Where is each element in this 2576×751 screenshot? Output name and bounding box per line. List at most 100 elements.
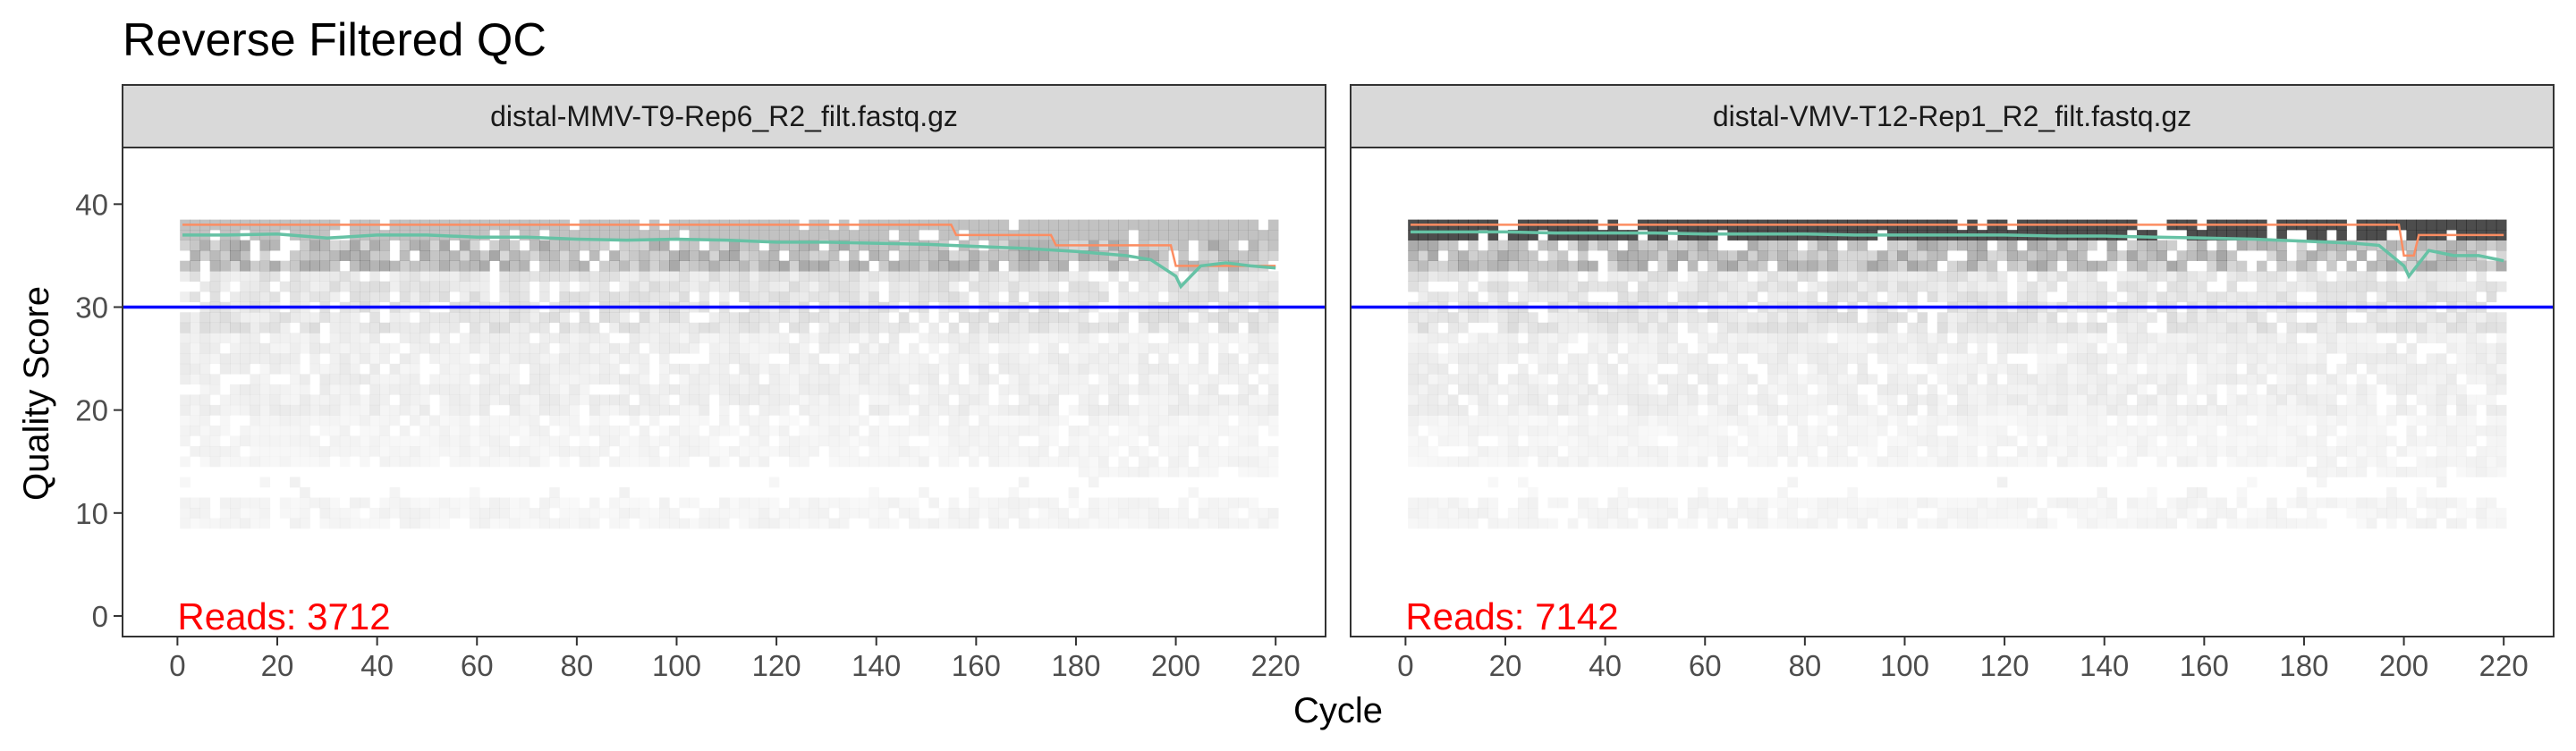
heatmap-cell: [300, 271, 310, 283]
heatmap-cell: [1757, 508, 1768, 519]
heatmap-cell: [389, 415, 401, 426]
heatmap-cell: [509, 384, 521, 395]
heatmap-cell: [589, 497, 600, 509]
heatmap-cell: [2306, 260, 2318, 272]
heatmap-cell: [279, 394, 291, 406]
heatmap-cell: [1737, 363, 1749, 375]
heatmap-cell: [1697, 271, 1708, 283]
heatmap-cell: [1757, 322, 1768, 333]
heatmap-cell: [2326, 456, 2337, 468]
heatmap-cell: [2316, 445, 2327, 457]
heatmap-cell: [419, 435, 430, 446]
heatmap-cell: [559, 291, 570, 303]
heatmap-cell: [279, 353, 291, 365]
heatmap-cell: [2237, 435, 2248, 446]
heatmap-cell: [948, 518, 960, 529]
heatmap-cell: [1148, 497, 1159, 509]
heatmap-cell: [1767, 498, 1778, 509]
heatmap-cell: [269, 312, 281, 324]
heatmap-cell: [958, 508, 970, 519]
heatmap-cell: [449, 322, 461, 333]
heatmap-cell: [759, 498, 770, 509]
heatmap-cell: [2236, 260, 2248, 272]
heatmap-cell: [1068, 342, 1080, 354]
heatmap-cell: [2406, 446, 2417, 457]
heatmap-cell: [1547, 435, 1558, 446]
heatmap-cell: [1228, 404, 1239, 416]
heatmap-cell: [2197, 456, 2207, 467]
heatmap-cell: [1418, 353, 1429, 365]
heatmap-cell: [1927, 445, 1938, 457]
heatmap-cell: [1637, 322, 1648, 333]
heatmap-cell: [919, 404, 929, 416]
heatmap-cell: [1478, 281, 1488, 292]
heatmap-cell: [739, 363, 750, 375]
heatmap-cell: [1048, 312, 1059, 324]
heatmap-cell: [2226, 384, 2238, 395]
heatmap-cell: [1457, 456, 1469, 468]
heatmap-cell: [729, 426, 740, 436]
heatmap-cell: [648, 445, 660, 457]
heatmap-cell: [1108, 508, 1119, 519]
heatmap-cell: [419, 271, 430, 283]
heatmap-cell: [369, 519, 380, 529]
heatmap-cell: [1648, 404, 1658, 416]
heatmap-cell: [859, 363, 869, 375]
heatmap-cell: [1468, 260, 1479, 272]
heatmap-cell: [1198, 250, 1209, 261]
heatmap-cell: [1208, 394, 1219, 406]
heatmap-cell: [1038, 291, 1049, 303]
heatmap-cell: [718, 240, 730, 251]
heatmap-cell: [1198, 394, 1209, 406]
heatmap-cell: [1897, 374, 1908, 385]
heatmap-cell: [1957, 404, 1968, 416]
heatmap-cell: [2346, 498, 2357, 509]
heatmap-cell: [749, 363, 760, 375]
heatmap-cell: [708, 384, 720, 395]
heatmap-cell: [838, 394, 850, 406]
heatmap-cell: [240, 404, 250, 416]
heatmap-cell: [519, 230, 530, 240]
heatmap-cell: [1677, 404, 1689, 416]
heatmap-cell: [2027, 291, 2038, 303]
heatmap-cell: [190, 374, 201, 385]
heatmap-cell: [2306, 404, 2318, 416]
heatmap-cell: [1767, 322, 1778, 333]
heatmap-cell: [240, 394, 250, 406]
heatmap-cell: [1457, 312, 1469, 324]
heatmap-cell: [1418, 281, 1429, 292]
heatmap-cell: [1627, 497, 1639, 509]
heatmap-cell: [1528, 342, 1538, 354]
heatmap-cell: [1148, 404, 1159, 416]
heatmap-cell: [639, 404, 650, 416]
heatmap-cell: [2136, 374, 2148, 385]
heatmap-cell: [2417, 446, 2428, 457]
heatmap-cell: [289, 342, 301, 354]
heatmap-cell: [1617, 271, 1629, 283]
heatmap-cell: [539, 271, 550, 283]
heatmap-cell: [648, 333, 660, 344]
heatmap-cell: [998, 342, 1010, 354]
heatmap-cell: [669, 446, 680, 457]
heatmap-cell: [2267, 333, 2277, 344]
heatmap-cell: [2346, 271, 2358, 283]
heatmap-cell: [1936, 394, 1948, 406]
heatmap-cell: [2236, 425, 2248, 436]
heatmap-cell: [1457, 363, 1469, 375]
heatmap-cell: [898, 404, 910, 416]
heatmap-cell: [849, 425, 860, 436]
heatmap-cell: [1557, 333, 1569, 344]
heatmap-cell: [749, 250, 760, 261]
heatmap-cell: [1438, 456, 1449, 467]
heatmap-cell: [1208, 446, 1219, 457]
heatmap-cell: [2056, 456, 2068, 468]
heatmap-cell: [2097, 322, 2108, 333]
heatmap-cell: [1468, 333, 1479, 344]
heatmap-cell: [499, 374, 511, 385]
heatmap-cell: [1468, 384, 1479, 395]
heatmap-cell: [1996, 456, 2008, 468]
heatmap-cell: [469, 291, 480, 303]
heatmap-cell: [330, 446, 341, 457]
heatmap-cell: [1098, 415, 1109, 426]
heatmap-cell: [1747, 508, 1758, 519]
